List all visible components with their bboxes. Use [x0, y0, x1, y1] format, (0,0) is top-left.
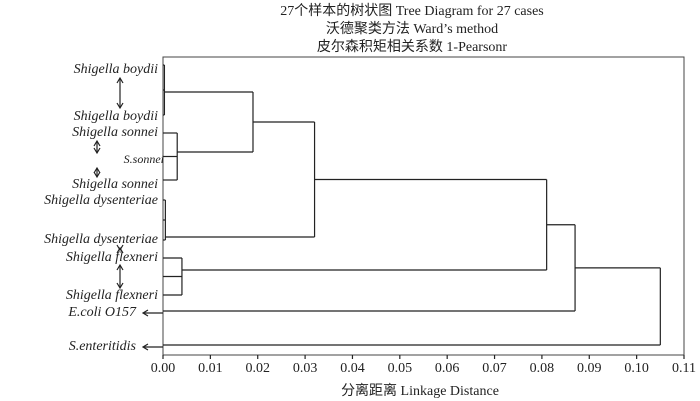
- arrow-left: [141, 309, 163, 317]
- arrow-head: [93, 139, 101, 155]
- x-tick-label: 0.10: [624, 361, 649, 376]
- leaf-label: Shigella flexneri: [66, 288, 158, 303]
- arrow-head: [93, 166, 101, 179]
- chart-subtitle: 皮尔森积矩相关系数 1-Pearsonr: [317, 39, 507, 55]
- x-axis-title: 分离距离 Linkage Distance: [341, 382, 499, 399]
- x-tick-label: 0.02: [245, 361, 270, 376]
- chart-title: 27个样本的树状图 Tree Diagram for 27 cases: [280, 3, 544, 19]
- leaf-label: Shigella sonnei: [72, 125, 158, 140]
- x-tick-label: 0.00: [151, 361, 176, 376]
- arrow-head: [116, 76, 124, 110]
- x-tick-label: 0.04: [340, 361, 365, 376]
- x-tick-label: 0.11: [672, 361, 696, 376]
- leaf-label: Shigella boydii: [74, 109, 158, 124]
- x-tick-label: 0.05: [388, 361, 413, 376]
- x-tick-label: 0.07: [482, 361, 507, 376]
- arrow-left: [141, 343, 163, 351]
- leaf-label: Shigella sonnei: [72, 177, 158, 192]
- leaf-label: S.enteritidis: [69, 339, 137, 354]
- x-tick-label: 0.03: [293, 361, 318, 376]
- leaf-label: Shigella dysenteriae: [44, 232, 158, 247]
- x-tick-label: 0.09: [577, 361, 602, 376]
- x-tick-label: 0.01: [198, 361, 223, 376]
- x-tick-label: 0.06: [435, 361, 460, 376]
- chart-subtitle: 沃德聚类方法 Ward’s method: [326, 21, 498, 37]
- arrow-head: [116, 244, 124, 254]
- leaf-label: S.sonnei: [124, 152, 164, 166]
- leaf-label: Shigella boydii: [74, 62, 158, 77]
- plot-frame: [162, 56, 685, 356]
- leaf-label: Shigella flexneri: [66, 250, 158, 265]
- leaf-label: E.coli O157: [67, 305, 137, 320]
- arrow-head: [116, 263, 124, 290]
- x-tick-label: 0.08: [530, 361, 555, 376]
- leaf-label: Shigella dysenteriae: [44, 193, 158, 208]
